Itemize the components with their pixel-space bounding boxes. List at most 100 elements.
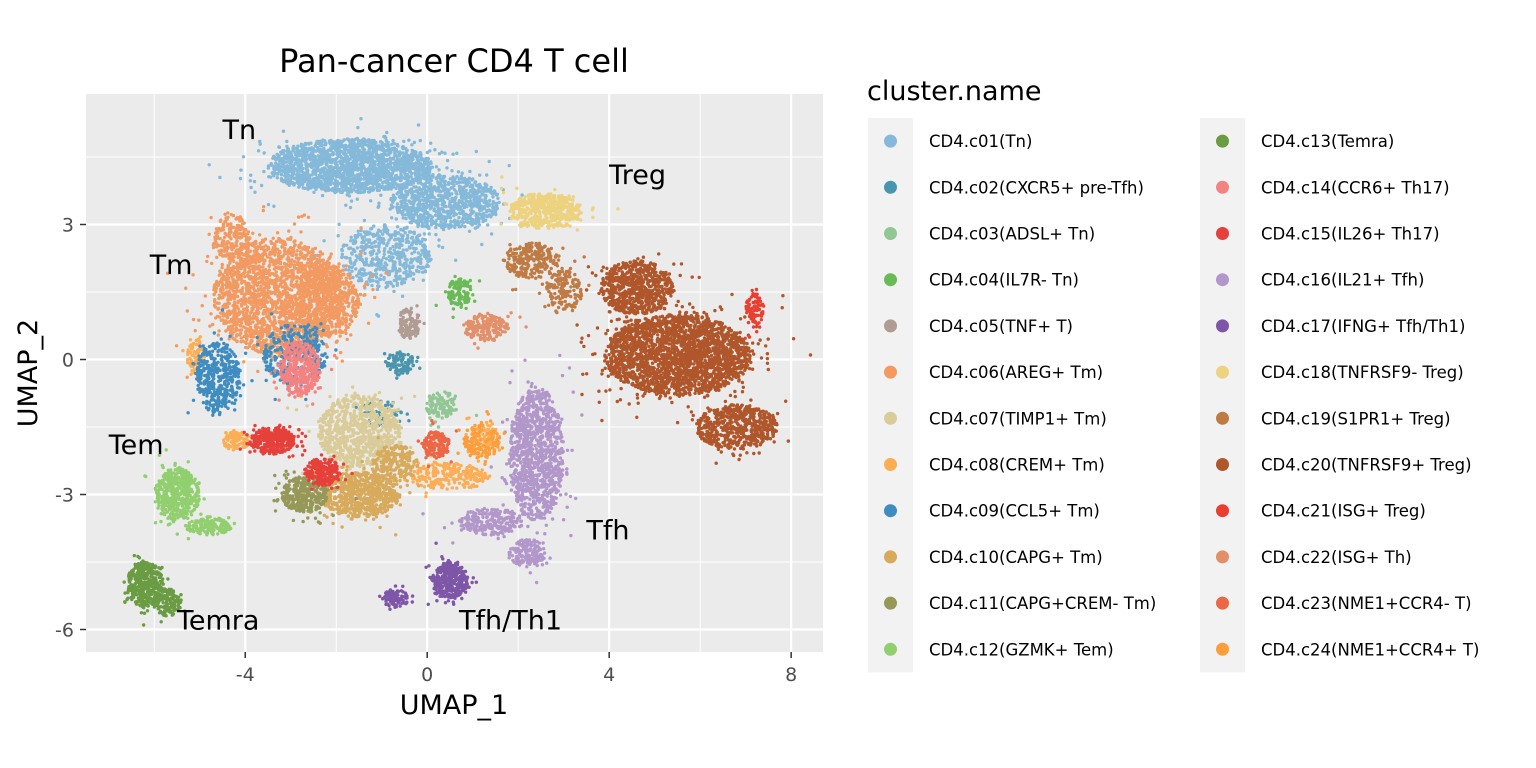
- data-point: [376, 170, 380, 174]
- data-point: [377, 146, 381, 150]
- data-point: [426, 226, 431, 231]
- data-point: [416, 313, 421, 318]
- data-point: [395, 376, 399, 380]
- data-point: [249, 185, 253, 190]
- data-point: [361, 273, 365, 277]
- data-point: [414, 197, 419, 201]
- data-point: [494, 204, 498, 209]
- data-point: [335, 152, 339, 157]
- data-point: [437, 223, 441, 227]
- data-point: [430, 404, 434, 408]
- data-point: [439, 213, 443, 217]
- data-point: [344, 203, 348, 207]
- data-point: [332, 189, 336, 193]
- data-point: [379, 185, 383, 190]
- data-point: [275, 247, 280, 251]
- data-point: [405, 172, 410, 177]
- data-point: [443, 218, 448, 222]
- data-point: [394, 274, 398, 278]
- data-point: [293, 243, 297, 247]
- data-point: [492, 210, 496, 214]
- data-point: [409, 182, 414, 186]
- data-point: [437, 238, 441, 242]
- data-point: [415, 190, 419, 194]
- data-point: [458, 301, 462, 305]
- data-point: [354, 234, 358, 238]
- data-point: [425, 409, 430, 413]
- data-point: [364, 257, 368, 261]
- data-point: [461, 217, 465, 221]
- data-point: [363, 138, 367, 142]
- data-point: [266, 202, 271, 207]
- data-point: [269, 175, 273, 179]
- data-point: [203, 294, 207, 298]
- data-point: [435, 391, 440, 395]
- data-point: [391, 255, 395, 259]
- data-point: [397, 246, 402, 250]
- data-point: [382, 134, 386, 139]
- data-point: [259, 183, 264, 188]
- data-point: [370, 232, 375, 237]
- data-point: [456, 170, 461, 174]
- data-point: [296, 270, 301, 274]
- data-point: [436, 180, 440, 184]
- data-point: [272, 168, 276, 172]
- data-point: [348, 259, 352, 263]
- data-point: [356, 255, 360, 260]
- data-point: [405, 155, 410, 159]
- data-point: [391, 142, 395, 146]
- data-point: [370, 138, 374, 143]
- data-point: [248, 179, 252, 183]
- data-point: [416, 251, 421, 255]
- data-point: [367, 151, 372, 155]
- data-point: [397, 251, 402, 255]
- data-point: [455, 287, 460, 291]
- data-point: [423, 253, 427, 257]
- data-point: [393, 152, 397, 157]
- data-point: [304, 157, 308, 162]
- data-points: [122, 117, 813, 627]
- data-point: [387, 233, 391, 237]
- data-point: [401, 353, 405, 358]
- data-point: [467, 229, 472, 233]
- data-point: [469, 208, 473, 212]
- data-point: [497, 200, 501, 205]
- data-point: [264, 248, 269, 252]
- data-point: [218, 269, 222, 273]
- data-point: [281, 180, 286, 184]
- data-point: [287, 229, 291, 233]
- data-point: [425, 150, 430, 155]
- data-point: [370, 283, 374, 288]
- data-point: [469, 211, 474, 215]
- data-point: [365, 243, 369, 247]
- data-point: [365, 186, 370, 191]
- data-point: [273, 243, 277, 248]
- data-point: [423, 215, 427, 220]
- data-point: [294, 156, 299, 160]
- data-point: [402, 154, 406, 158]
- data-point: [407, 419, 411, 423]
- data-point: [313, 176, 318, 181]
- data-point: [477, 198, 481, 202]
- data-point: [317, 175, 321, 179]
- data-point: [402, 271, 406, 275]
- data-point: [451, 280, 455, 284]
- data-point: [410, 317, 414, 321]
- data-point: [292, 166, 296, 170]
- data-point: [312, 190, 316, 194]
- data-point: [355, 185, 359, 189]
- data-point: [296, 181, 300, 186]
- data-point: [292, 170, 296, 174]
- data-point: [290, 180, 295, 185]
- data-point: [406, 163, 410, 167]
- data-point: [209, 312, 213, 316]
- data-point: [340, 248, 344, 253]
- data-point: [410, 143, 414, 147]
- data-point: [452, 204, 456, 208]
- data-point: [332, 145, 337, 150]
- data-point: [445, 223, 449, 227]
- data-point: [460, 171, 464, 175]
- data-point: [402, 335, 406, 339]
- data-point: [436, 205, 440, 209]
- data-point: [438, 189, 443, 193]
